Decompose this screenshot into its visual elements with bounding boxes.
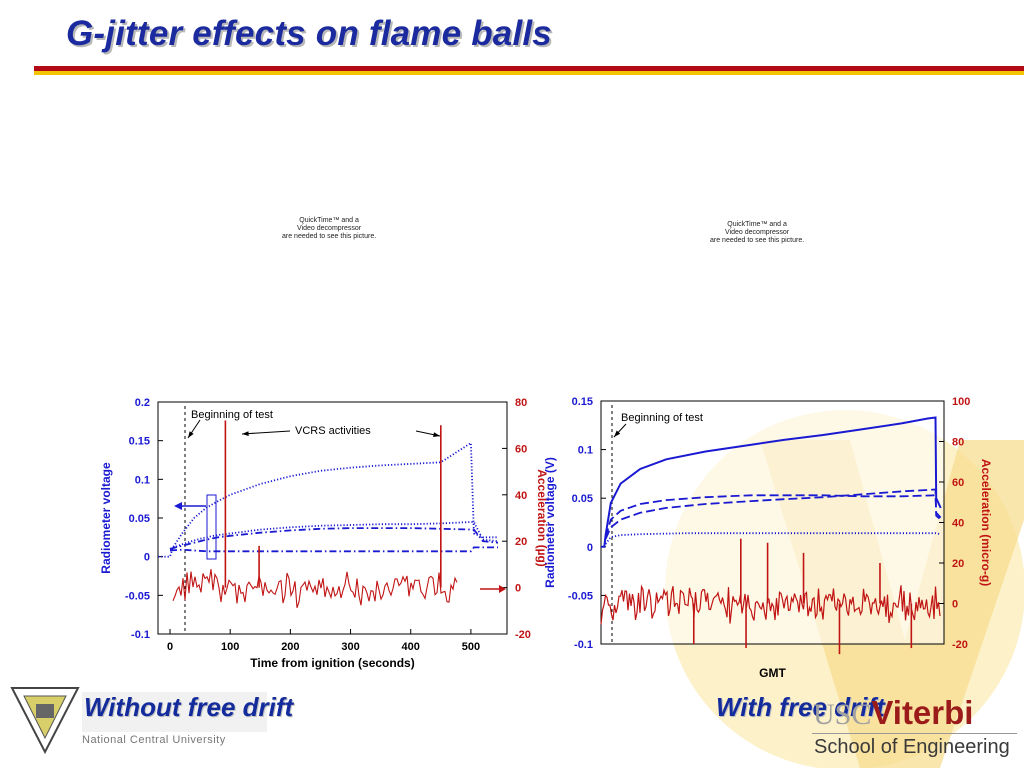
y2-tick-label: -20 <box>515 629 531 641</box>
x-tick-label: 400 <box>402 641 420 653</box>
school-name: School of Engineering <box>814 736 1010 758</box>
y-tick-label: 0.1 <box>135 474 150 486</box>
quicktime-line-2: Video decompressor <box>725 229 790 236</box>
y2-tick-label: 0 <box>952 599 958 611</box>
video-placeholder-left[interactable]: QuickTime™ and a Video decompressor are … <box>282 217 376 241</box>
acceleration-axis-arrowhead <box>499 585 506 593</box>
radiometer-trace <box>169 527 499 550</box>
y-tick-label: -0.1 <box>574 639 593 651</box>
y-tick-label: 0.05 <box>129 513 150 525</box>
video-placeholder-right[interactable]: QuickTime™ and a Video decompressor are … <box>710 221 804 245</box>
x-axis-title: GMT <box>759 666 786 680</box>
x-tick-label: 200 <box>281 641 299 653</box>
y-tick-label: 0.1 <box>578 445 593 457</box>
y-tick-label: 0.15 <box>572 396 593 408</box>
annotation-arrowhead <box>614 430 621 437</box>
y2-tick-label: 20 <box>515 536 527 548</box>
quicktime-line-1: QuickTime™ and a <box>727 221 787 228</box>
radiometer-trace <box>169 520 499 550</box>
usc-viterbi-logo: USCViterbi <box>813 694 973 732</box>
acceleration-trace <box>600 584 941 625</box>
y-tick-label: 0 <box>587 542 593 554</box>
y2-axis-title: Acceleration (micro-g) <box>979 459 993 586</box>
radiometer-trace <box>601 416 942 548</box>
y-tick-label: -0.05 <box>125 590 150 602</box>
annotation-arrowhead <box>242 431 249 436</box>
caption-right: With free drift <box>716 692 885 722</box>
slide-title: G-jitter effects on flame balls <box>66 14 552 53</box>
y2-tick-label: -20 <box>952 639 968 651</box>
quicktime-line-2: Video decompressor <box>297 225 362 232</box>
y2-tick-label: 80 <box>952 437 964 449</box>
y-tick-label: -0.05 <box>568 590 593 602</box>
quicktime-line-3: are needed to see this picture. <box>282 233 377 240</box>
y2-tick-label: 20 <box>952 558 964 570</box>
quicktime-line-3: are needed to see this picture. <box>710 237 805 244</box>
x-tick-label: 0 <box>167 641 173 653</box>
y-tick-label: 0.2 <box>135 397 150 409</box>
logo-divider <box>812 733 1017 734</box>
y-tick-label: 0.05 <box>572 493 593 505</box>
x-tick-label: 100 <box>221 641 239 653</box>
radiometer-trace <box>604 532 941 545</box>
radiometer-trace <box>604 494 942 538</box>
annotation-arrowhead <box>188 431 194 438</box>
annotation-label: VCRS activities <box>295 425 371 437</box>
radiometer-trace <box>604 488 942 540</box>
y2-tick-label: 40 <box>952 518 964 530</box>
usc-prefix: USC <box>813 698 872 731</box>
y-tick-label: 0 <box>144 552 150 564</box>
x-tick-label: 500 <box>462 641 480 653</box>
y-tick-label: 0.15 <box>129 436 150 448</box>
radiometer-trace <box>158 441 498 558</box>
viterbi-wordmark: Viterbi <box>871 694 974 731</box>
y2-tick-label: 80 <box>515 397 527 409</box>
quicktime-line-1: QuickTime™ and a <box>299 217 359 224</box>
y2-axis-title: Acceleration (µg) <box>535 469 549 567</box>
annotation-label: Beginning of test <box>191 409 273 421</box>
y2-tick-label: 100 <box>952 396 970 408</box>
annotation-label: Beginning of test <box>621 412 703 424</box>
title-rule-red <box>34 66 1024 71</box>
radiometer-trace <box>169 546 498 553</box>
y2-tick-label: 0 <box>515 583 521 595</box>
caption-left: Without free drift <box>84 692 294 722</box>
ncu-name: National Central University <box>82 734 226 746</box>
y2-tick-label: 60 <box>952 477 964 489</box>
annotation-arrow <box>241 430 291 435</box>
x-tick-label: 300 <box>341 641 359 653</box>
y2-tick-label: 60 <box>515 443 527 455</box>
y-axis-title: Radiometer voltage <box>99 462 113 574</box>
x-axis-title: Time from ignition (seconds) <box>250 656 414 670</box>
acceleration-trace <box>172 569 458 608</box>
annotation-arrowhead <box>433 432 440 438</box>
y2-tick-label: 40 <box>515 490 527 502</box>
highlight-box <box>206 494 217 560</box>
radiometer-axis-arrowhead <box>174 502 182 510</box>
title-rule-yellow <box>34 71 1024 75</box>
y-tick-label: -0.1 <box>131 629 150 641</box>
y-axis-title: Radiometer voltage (V) <box>543 457 557 588</box>
